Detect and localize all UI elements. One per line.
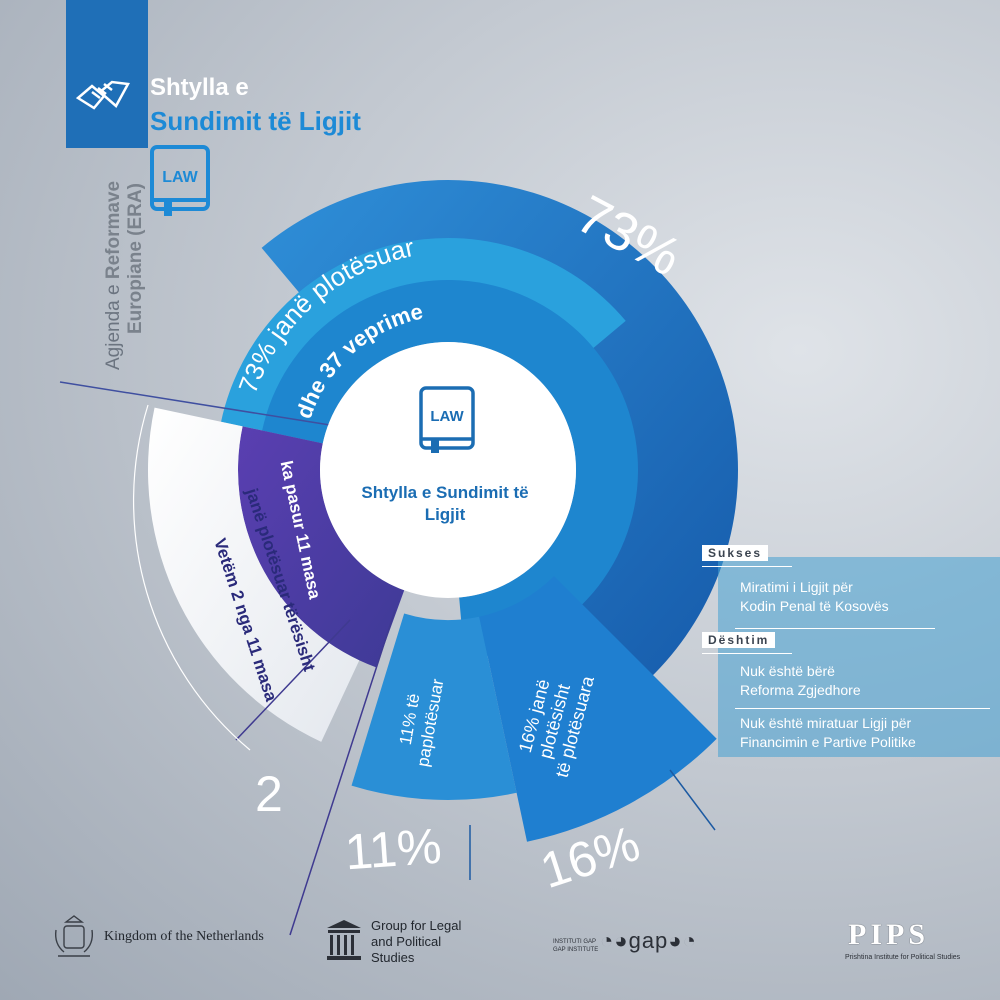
page-title-line1: Shtylla e [150, 74, 249, 101]
failure-2-line2: Financimin e Partive Politike [740, 734, 916, 750]
failure-1-line1: Nuk është bërë [740, 663, 835, 679]
divider [735, 628, 935, 629]
gap-logo: ◔◕gap◕◔ [600, 928, 697, 954]
gap-small-text: INSTITUTI GAP GAP INSTITUTE [553, 938, 598, 954]
glps-building-icon [327, 920, 361, 960]
center-label: Shtylla e Sundimit të Ligjit [361, 483, 529, 524]
center-circle [320, 342, 576, 598]
num-2: 2 [255, 766, 283, 822]
success-text-2: Kodin Penal të Kosovës [740, 598, 889, 614]
outcomes-panel [718, 557, 1000, 757]
gap-small-1: INSTITUTI GAP [553, 939, 597, 945]
leader-line [59, 381, 331, 426]
completed-measures-segment [147, 407, 360, 742]
leader-line [235, 619, 351, 741]
divider [702, 566, 792, 567]
incomplete-segment [351, 613, 517, 800]
gap-dots-icon: ◕◔ [668, 928, 697, 953]
divider [702, 653, 792, 654]
page-title-line2: Sundimit të Ligjit [150, 106, 361, 136]
success-tag: Sukses [702, 545, 769, 561]
actions-ring [262, 280, 639, 660]
gap-logo-text: gap [628, 928, 669, 953]
success-text-1: Miratimi i Ligjit për [740, 579, 853, 595]
leader-line [289, 609, 396, 936]
divider [735, 708, 990, 709]
failure-text-1: Nuk është bërë Reforma Zgjedhore [740, 662, 861, 700]
gap-small-2: GAP INSTITUTE [553, 947, 599, 953]
glps-line-1: Group for Legal [371, 918, 462, 933]
netherlands-label: Kingdom of the Netherlands [104, 929, 264, 944]
pips-subtitle: Prishtina Institute for Political Studie… [845, 954, 961, 961]
pips-logo: PIPS [848, 918, 930, 951]
failure-tag: Dështim [702, 632, 776, 648]
guide-arc [133, 404, 251, 751]
pct-11: 11% [343, 817, 444, 881]
header-book-label: LAW [162, 169, 198, 186]
gap-dots-icon: ◔◕ [600, 928, 629, 953]
measures-segment [237, 426, 405, 668]
header-accent-bar [66, 0, 148, 148]
partial-segment [479, 576, 717, 842]
failure-text-2: Nuk është miratuar Ligji për Financimin … [740, 714, 916, 752]
netherlands-crest-icon [54, 915, 94, 957]
failure-2-line1: Nuk është miratuar Ligji për [740, 715, 912, 731]
glps-line-2: and Political [371, 934, 442, 949]
law-book-icon: LAW [150, 145, 210, 216]
glps-line-3: Studies [371, 950, 415, 965]
success-text: Miratimi i Ligjit për Kodin Penal të Kos… [740, 578, 889, 616]
failure-1-line2: Reforma Zgjedhore [740, 682, 861, 698]
center-book-label: LAW [430, 408, 464, 425]
leader-line [669, 769, 716, 831]
handshake-icon [75, 80, 130, 110]
law-book-icon: LAW [419, 386, 475, 453]
glps-label: Group for Legal and Political Studies [371, 918, 461, 966]
